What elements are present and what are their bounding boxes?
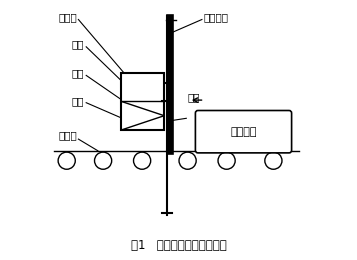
Text: 皮带机: 皮带机 [59,130,78,140]
Text: 图1   袋装水泥计数检测装置: 图1 袋装水泥计数检测装置 [131,239,226,252]
Text: 袋装水泥: 袋装水泥 [230,127,257,137]
FancyBboxPatch shape [195,110,292,153]
Text: 支架: 支架 [187,93,200,102]
Text: 感应板: 感应板 [59,12,78,22]
Text: 绞轴: 绞轴 [72,39,84,49]
Text: 弹簧: 弹簧 [72,68,84,78]
Text: 挡板: 挡板 [72,96,84,106]
Bar [121,73,164,130]
Text: 接近开关: 接近开关 [203,12,228,22]
